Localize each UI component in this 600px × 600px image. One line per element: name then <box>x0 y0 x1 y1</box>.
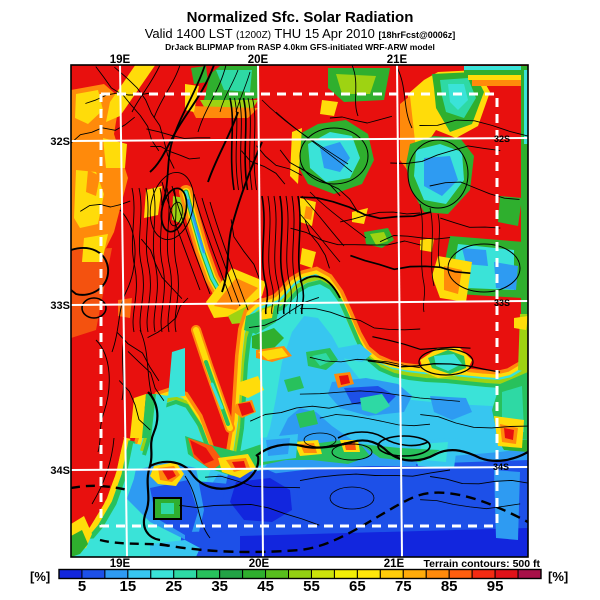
svg-text:33S: 33S <box>494 298 510 308</box>
svg-text:25: 25 <box>165 578 182 595</box>
svg-text:75: 75 <box>395 578 412 595</box>
svg-text:55: 55 <box>303 578 320 595</box>
svg-text:35: 35 <box>211 578 228 595</box>
svg-text:45: 45 <box>257 578 274 595</box>
svg-text:95: 95 <box>487 578 504 595</box>
svg-text:32S: 32S <box>50 136 70 148</box>
svg-text:32S: 32S <box>494 134 510 144</box>
svg-text:5: 5 <box>78 578 86 595</box>
svg-text:20E: 20E <box>248 54 269 66</box>
svg-text:19E: 19E <box>110 558 131 570</box>
svg-text:19E: 19E <box>110 54 131 66</box>
svg-text:[%]: [%] <box>548 569 568 584</box>
svg-text:Terrain contours: 500 ft: Terrain contours: 500 ft <box>424 558 541 570</box>
svg-text:21E: 21E <box>384 558 405 570</box>
svg-text:85: 85 <box>441 578 458 595</box>
svg-text:[%]: [%] <box>30 569 50 584</box>
svg-text:33S: 33S <box>50 300 70 312</box>
svg-text:34S: 34S <box>493 462 509 472</box>
svg-text:21E: 21E <box>387 54 408 66</box>
svg-text:65: 65 <box>349 578 366 595</box>
svg-text:15: 15 <box>120 578 137 595</box>
svg-text:34S: 34S <box>50 465 70 477</box>
svg-text:20E: 20E <box>249 558 270 570</box>
